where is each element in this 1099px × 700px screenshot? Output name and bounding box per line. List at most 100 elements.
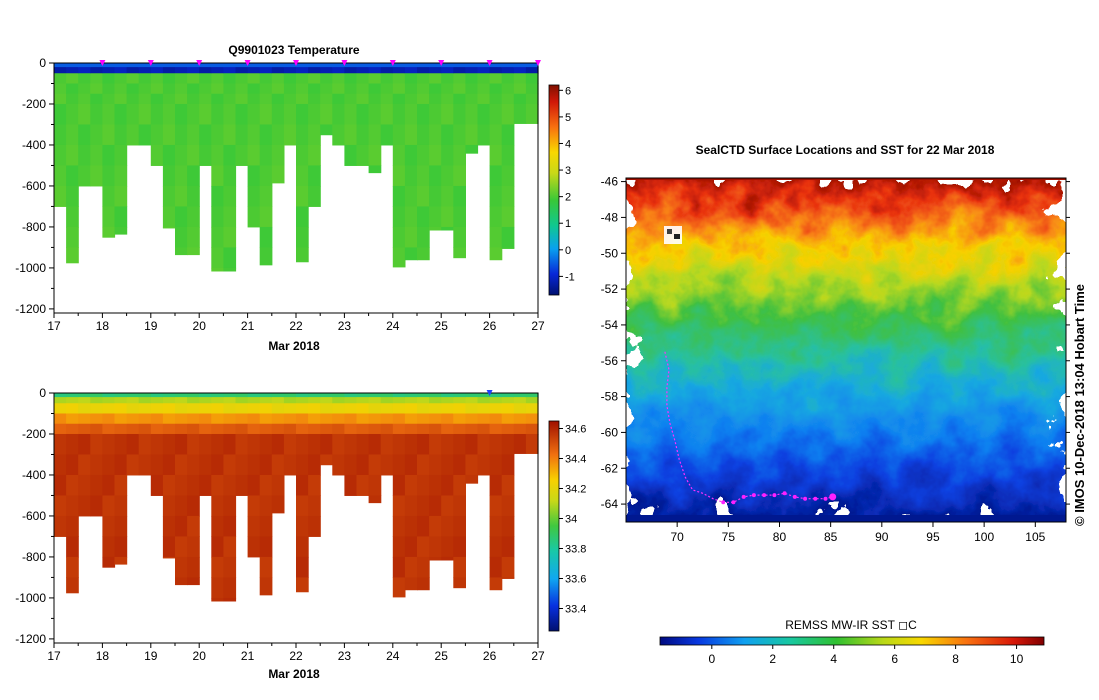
profile-cell	[296, 124, 309, 146]
profile-cell	[211, 515, 224, 537]
profile-column	[320, 393, 333, 466]
sst-colorbar-gradient	[659, 636, 1045, 646]
profile-cell	[126, 393, 140, 398]
profile-cell	[162, 63, 176, 68]
profile-cell	[162, 403, 176, 414]
profile-column	[380, 393, 394, 476]
profile-cell	[489, 185, 503, 207]
profile-cell	[259, 226, 273, 248]
profile-cell	[211, 185, 224, 207]
profile-cell	[453, 63, 466, 68]
profile-cell	[150, 397, 164, 404]
profile-cell	[513, 423, 527, 435]
profile-cell	[296, 226, 309, 248]
profile-column	[344, 393, 358, 496]
profile-cell	[54, 423, 67, 435]
profile-cell	[66, 206, 79, 228]
profile-cell	[477, 67, 491, 74]
map-y-tick-label: -56	[601, 354, 619, 368]
profile-cell	[211, 577, 224, 599]
profile-column	[102, 393, 116, 568]
profile-cell	[477, 423, 491, 435]
profile-cell	[441, 423, 454, 435]
profile-cell	[465, 83, 479, 95]
profile-cell	[114, 403, 128, 414]
profile-cell	[102, 454, 116, 476]
profile-cell	[453, 433, 466, 455]
profile-cell	[525, 73, 539, 84]
profile-cell	[356, 63, 370, 68]
profile-cell	[283, 93, 297, 105]
profile-cell	[477, 93, 491, 105]
profile-cell	[175, 67, 188, 74]
profile-cell	[175, 577, 188, 586]
profile-cell	[271, 433, 285, 455]
profile-column	[380, 63, 394, 146]
profile-cell	[283, 73, 297, 84]
profile-cell	[211, 393, 224, 398]
profile-cell	[429, 93, 442, 105]
profile-cell	[417, 67, 430, 74]
profile-cell	[187, 206, 200, 228]
profile-cell	[417, 454, 430, 476]
profile-column	[90, 63, 103, 187]
profile-cell	[332, 397, 345, 404]
profile-column	[332, 393, 345, 476]
profile-cell	[380, 423, 394, 435]
profile-cell	[54, 515, 67, 537]
profile-cell	[429, 433, 442, 455]
profile-cell	[501, 63, 515, 68]
profile-column	[259, 63, 273, 266]
profile-cell	[417, 226, 430, 248]
profile-cell	[283, 124, 297, 146]
profile-cell	[489, 397, 503, 404]
x-tick-label: 24	[386, 649, 400, 663]
profile-cell	[126, 73, 140, 84]
profile-cell	[187, 103, 200, 125]
profile-cell	[501, 433, 515, 455]
profile-cell	[78, 397, 91, 404]
x-tick-label: 21	[241, 649, 255, 663]
profile-cell	[320, 63, 333, 68]
profile-cell	[320, 93, 333, 105]
seal-location	[792, 494, 797, 499]
profile-cell	[392, 515, 406, 537]
profile-cell	[332, 67, 345, 74]
temperature-colorbar: 6 5 4 3 2 1 0 -1	[548, 84, 575, 296]
profile-column	[296, 393, 309, 593]
profile-cell	[211, 267, 224, 272]
profile-cell	[320, 103, 333, 125]
profile-cell	[392, 73, 406, 84]
profile-cell	[247, 124, 261, 146]
profile-cell	[126, 67, 140, 74]
profile-cell	[114, 165, 128, 187]
profile-cell	[283, 454, 297, 476]
profile-cell	[453, 397, 466, 404]
map-section: SealCTD Surface Locations and SST for 22…	[601, 143, 1087, 666]
profile-cell	[344, 93, 358, 105]
profile-cell	[211, 536, 224, 558]
profile-column	[404, 63, 418, 261]
profile-cell	[392, 397, 406, 404]
profile-cell	[417, 433, 430, 455]
profile-cell	[235, 93, 249, 105]
profile-cell	[308, 83, 321, 95]
profile-column	[525, 393, 539, 454]
profile-cell	[66, 93, 79, 105]
profile-cell	[320, 454, 333, 466]
profile-cell	[162, 536, 176, 558]
profile-cell	[199, 73, 212, 84]
profile-cell	[102, 474, 116, 496]
profile-cell	[259, 93, 273, 105]
profile-column	[175, 63, 188, 256]
profile-cell	[211, 397, 224, 404]
profile-cell	[308, 423, 321, 435]
profile-cell	[392, 165, 406, 187]
profile-cell	[489, 206, 503, 228]
profile-cell	[187, 124, 200, 146]
profile-cell	[344, 433, 358, 455]
profile-cell	[465, 454, 479, 476]
profile-cell	[235, 433, 249, 455]
profile-cell	[187, 433, 200, 455]
colorbar-tick-label: 0	[565, 245, 571, 257]
